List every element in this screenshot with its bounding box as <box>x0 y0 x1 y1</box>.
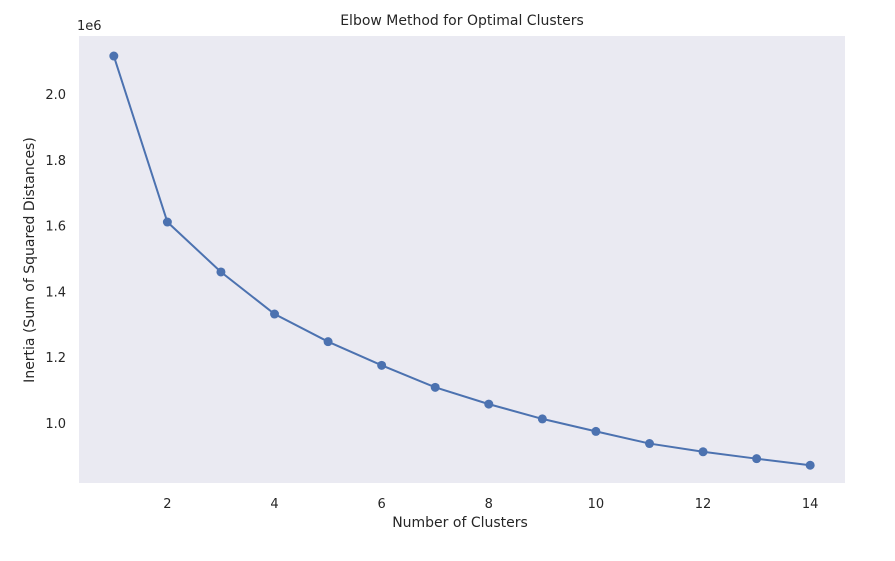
data-point-marker <box>216 267 226 277</box>
data-point-marker <box>752 454 762 464</box>
y-tick-label: 1.8 <box>45 154 66 169</box>
data-point-marker <box>270 309 280 319</box>
data-point-marker <box>109 51 119 61</box>
x-tick-label: 14 <box>802 497 819 512</box>
y-tick-label: 1.0 <box>45 417 66 432</box>
x-tick-label: 10 <box>588 497 605 512</box>
y-axis-ticks: 1.0 1.2 1.4 1.6 1.8 2.0 <box>45 88 66 432</box>
x-tick-label: 2 <box>163 497 171 512</box>
data-point-marker <box>162 217 172 227</box>
data-point-marker <box>430 382 440 392</box>
x-tick-label: 6 <box>378 497 386 512</box>
x-axis-label: Number of Clusters <box>392 515 528 531</box>
data-point-marker <box>484 399 494 409</box>
data-point-marker <box>377 360 387 370</box>
data-point-marker <box>644 439 654 449</box>
y-tick-label: 1.4 <box>45 285 66 300</box>
y-tick-label: 1.6 <box>45 220 66 235</box>
data-point-marker <box>591 426 601 436</box>
series-line <box>112 55 811 467</box>
x-tick-label: 8 <box>485 497 493 512</box>
x-tick-label: 4 <box>270 497 278 512</box>
plot-area <box>79 36 845 483</box>
y-axis-offset-label: 1e6 <box>77 19 102 34</box>
y-axis-label: Inertia (Sum of Squared Distances) <box>22 137 38 383</box>
data-point-marker <box>323 337 333 347</box>
series-markers <box>109 51 815 470</box>
data-point-marker <box>698 447 708 457</box>
chart-title: Elbow Method for Optimal Clusters <box>340 13 584 29</box>
data-point-marker <box>537 414 547 424</box>
y-tick-label: 1.2 <box>45 351 66 366</box>
x-tick-label: 12 <box>695 497 712 512</box>
x-axis-ticks: 2 4 6 8 10 12 14 <box>163 497 818 512</box>
data-point-marker <box>805 460 815 470</box>
y-tick-label: 2.0 <box>45 88 66 103</box>
